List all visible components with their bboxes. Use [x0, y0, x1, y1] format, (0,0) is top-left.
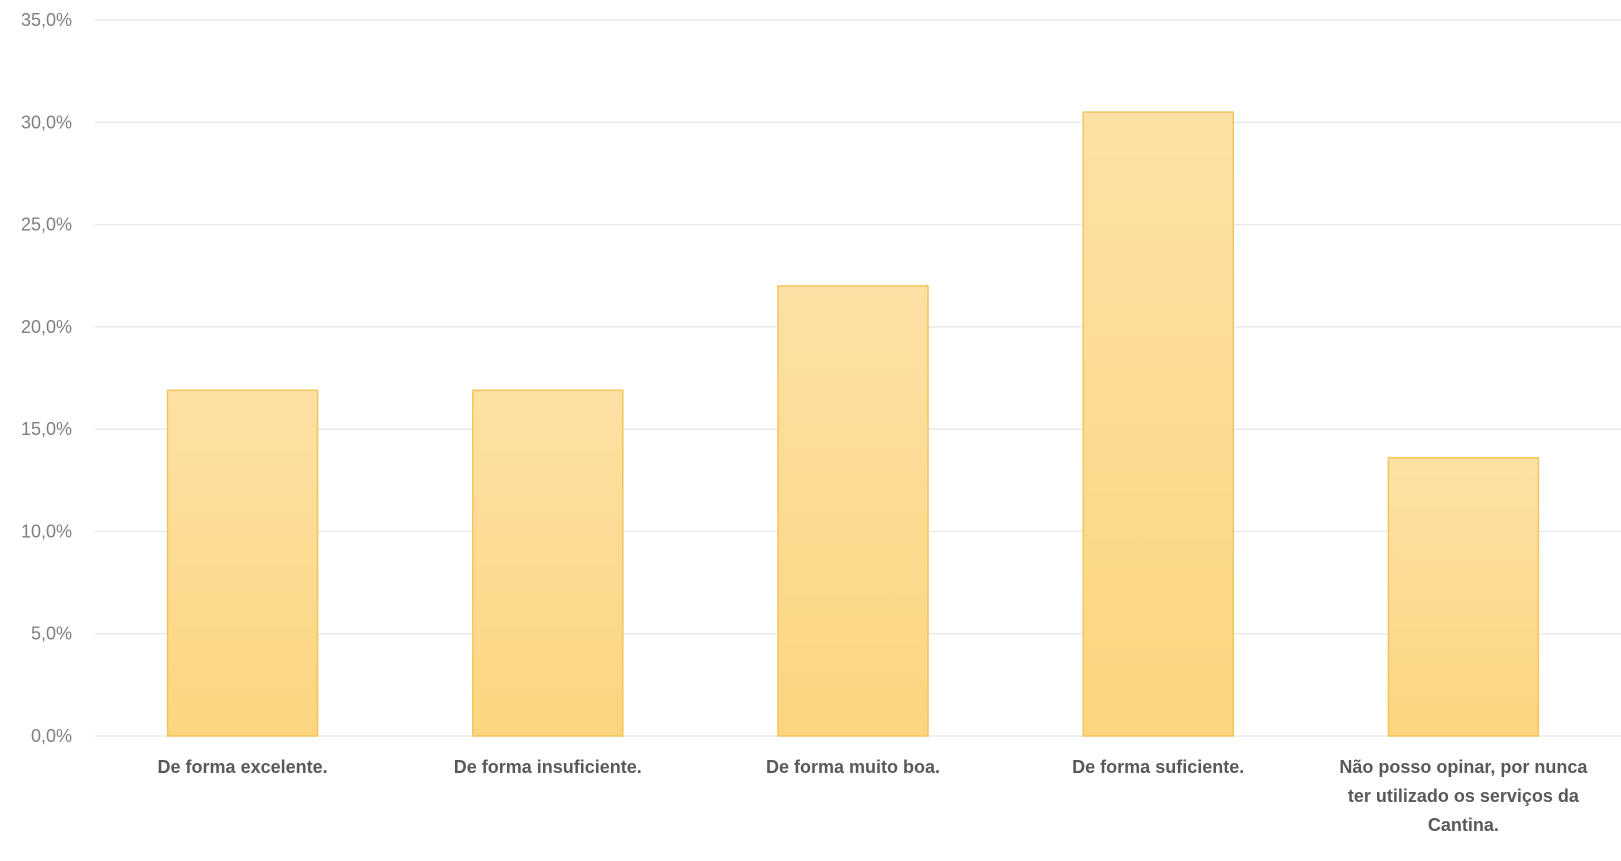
bar [1082, 111, 1234, 737]
x-category-label: De forma excelente. [158, 757, 328, 777]
x-category-label-line: Cantina. [1428, 815, 1499, 835]
bar [777, 285, 929, 737]
x-axis-category-labels: De forma excelente. De forma insuficiente… [158, 757, 1589, 835]
bar [472, 389, 624, 737]
y-tick-label: 30,0% [21, 112, 72, 132]
x-category-label: De forma suficiente. [1072, 757, 1244, 777]
x-category-label-line: De forma insuficiente. [454, 757, 642, 777]
y-tick-label: 35,0% [21, 10, 72, 30]
y-axis-tick-labels: 0,0% 5,0% 10,0% 15,0% 20,0% 25,0% 30,0% 35,0% [21, 10, 72, 746]
y-tick-label: 5,0% [31, 624, 72, 644]
x-category-label-line: De forma suficiente. [1072, 757, 1244, 777]
y-tick-label: 25,0% [21, 215, 72, 235]
x-category-label-line: De forma excelente. [158, 757, 328, 777]
x-category-label: Não posso opinar, por nunca ter utilizado… [1339, 757, 1588, 835]
y-tick-label: 10,0% [21, 521, 72, 541]
bar [166, 389, 319, 737]
x-category-label: De forma muito boa. [766, 757, 940, 777]
bar [1387, 457, 1540, 737]
x-category-label: De forma insuficiente. [454, 757, 642, 777]
bars [166, 111, 1540, 737]
x-category-label-line: De forma muito boa. [766, 757, 940, 777]
y-tick-label: 15,0% [21, 419, 72, 439]
x-category-label-line: Não posso opinar, por nunca [1339, 757, 1588, 777]
y-tick-label: 0,0% [31, 726, 72, 746]
x-category-label-line: ter utilizado os serviços da [1348, 786, 1580, 806]
y-tick-label: 20,0% [21, 317, 72, 337]
